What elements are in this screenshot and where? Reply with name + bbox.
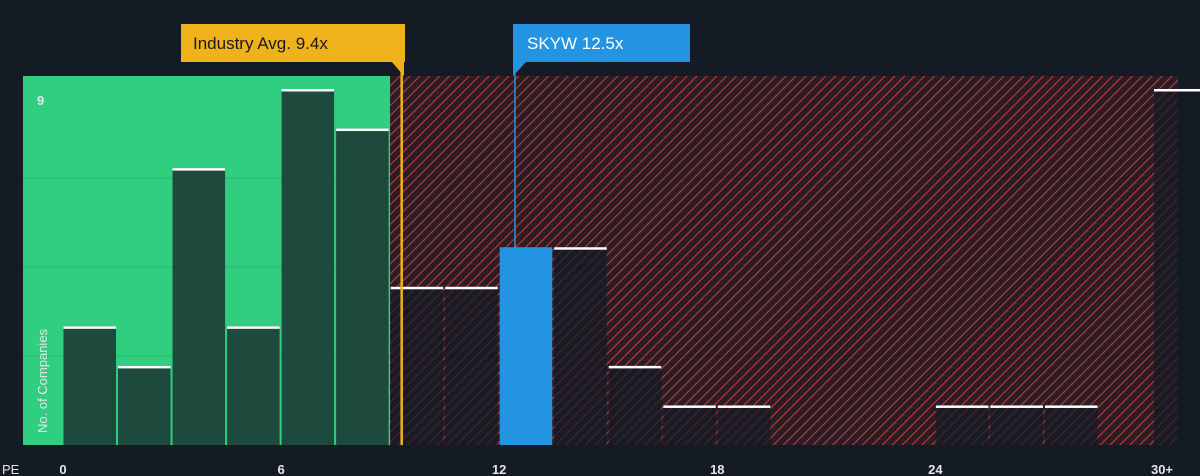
bar-top-15 [1044,405,1098,408]
company-pe-callout [513,24,690,62]
bar-top-3 [227,326,280,329]
x-tick-1: 6 [277,462,284,476]
bar-top-10 [608,365,662,369]
x-axis-label: PE [2,462,20,476]
bar-13 [935,405,989,445]
bar-14 [990,405,1043,445]
bar-1 [118,365,171,445]
bar-5 [336,128,389,446]
bar-10 [608,365,662,445]
bar-top-14 [990,405,1043,408]
bar-top-9 [554,247,607,250]
industry-avg-label: Industry Avg. 9.4x [193,34,328,53]
bar-16 [1154,89,1200,445]
x-tick-2: 12 [492,462,506,476]
x-tick-0: 0 [59,462,66,476]
bar-11 [663,405,716,445]
bar-top-7 [445,286,498,290]
industry-avg-callout-pointer [392,62,404,76]
bar-top-5 [336,128,389,132]
x-tick-4: 24 [928,462,943,476]
bar-15 [1044,405,1098,445]
company-pe-label: SKYW 12.5x [527,34,624,53]
bar-7 [445,286,498,445]
bar-top-0 [63,326,117,329]
bar-top-1 [118,365,171,369]
bar-2 [172,168,226,445]
x-tick-5: 30+ [1151,462,1173,476]
bar-top-2 [172,168,226,171]
company-pe-callout-pointer [513,62,526,76]
bar-top-13 [935,405,989,408]
bar-top-11 [663,405,716,408]
y-axis-label: No. of Companies [35,328,50,433]
bar-6 [390,286,444,445]
bar-9 [554,247,607,445]
bar-4 [281,89,335,445]
bar-top-12 [717,405,771,408]
bar-12 [717,405,771,445]
y-tick-0: 9 [37,93,44,108]
bar-3 [227,326,280,445]
bar-0 [63,326,117,445]
bar-8 [499,247,553,445]
bar-top-6 [390,286,444,290]
industry-avg-callout [181,24,405,62]
bar-top-16 [1154,89,1200,92]
x-tick-3: 18 [710,462,724,476]
bar-top-4 [281,89,335,92]
